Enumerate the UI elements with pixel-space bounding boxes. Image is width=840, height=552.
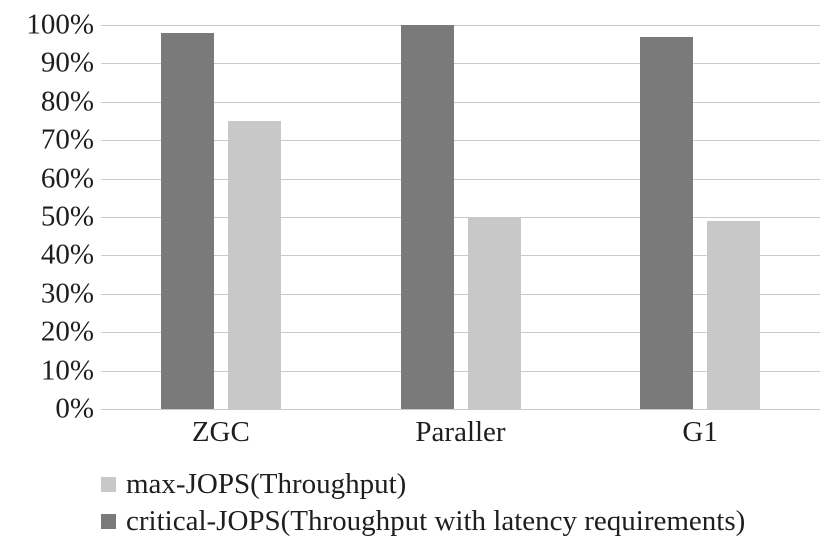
y-axis-tick-30%: 30% <box>40 277 94 310</box>
bar-max-jops-zgc <box>227 121 281 409</box>
legend-label-max-jops: max-JOPS(Throughput) <box>126 468 407 500</box>
legend-label-critical-jops: critical-JOPS(Throughput with latency re… <box>126 505 746 537</box>
gridline-60% <box>101 178 820 180</box>
gridline-100% <box>101 25 820 26</box>
legend-swatch-critical-jops <box>101 514 116 529</box>
legend-item-max-jops: max-JOPS(Throughput) <box>101 466 745 503</box>
bar-critical-jops-g1 <box>640 36 694 409</box>
legend-swatch-max-jops <box>101 477 116 492</box>
gridline-10% <box>101 370 820 372</box>
y-axis-tick-70%: 70% <box>40 123 94 156</box>
y-axis-tick-60%: 60% <box>40 162 94 195</box>
x-axis-label-paraller: Paraller <box>415 416 506 448</box>
y-axis-tick-100%: 100% <box>26 8 94 41</box>
bar-max-jops-paraller <box>467 217 521 409</box>
gridline-80% <box>101 101 820 103</box>
gridline-30% <box>101 293 820 295</box>
gridline-0% <box>101 409 820 410</box>
legend-item-critical-jops: critical-JOPS(Throughput with latency re… <box>101 503 745 540</box>
gridline-70% <box>101 140 820 142</box>
gridline-20% <box>101 332 820 334</box>
chart-legend: max-JOPS(Throughput) critical-JOPS(Throu… <box>101 466 745 540</box>
y-axis-tick-0%: 0% <box>55 392 94 425</box>
plot-area <box>101 25 820 410</box>
bar-max-jops-g1 <box>707 220 761 409</box>
y-axis-tick-40%: 40% <box>40 238 94 271</box>
y-axis-tick-90%: 90% <box>40 46 94 79</box>
gridline-90% <box>101 63 820 65</box>
y-axis-tick-80%: 80% <box>40 85 94 118</box>
y-axis-tick-10%: 10% <box>40 354 94 387</box>
gridline-50% <box>101 217 820 218</box>
y-axis-tick-50%: 50% <box>40 200 94 233</box>
y-axis-tick-20%: 20% <box>40 315 94 348</box>
bar-critical-jops-zgc <box>160 32 214 409</box>
bar-critical-jops-paraller <box>400 25 454 409</box>
x-axis-label-zgc: ZGC <box>191 416 250 448</box>
gridline-40% <box>101 255 820 257</box>
x-axis-label-g1: G1 <box>682 416 718 448</box>
